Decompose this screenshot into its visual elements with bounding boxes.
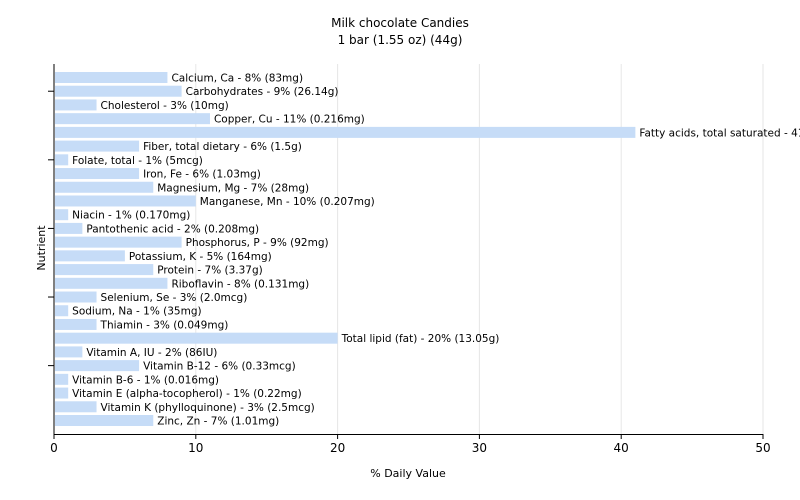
x-tick-label: 20 — [330, 441, 345, 455]
bar-label: Fiber, total dietary - 6% (1.5g) — [143, 141, 302, 153]
bar — [55, 264, 154, 276]
bar — [55, 72, 168, 83]
bar-label: Copper, Cu - 11% (0.216mg) — [214, 114, 365, 126]
bar-label: Selenium, Se - 3% (2.0mcg) — [101, 292, 248, 304]
bar — [55, 387, 69, 399]
bar-label: Iron, Fe - 6% (1.03mg) — [143, 169, 261, 181]
y-axis-label: Nutrient — [35, 225, 48, 271]
bar — [55, 291, 97, 303]
bar — [55, 318, 97, 330]
bar-label: Vitamin A, IU - 2% (86IU) — [86, 347, 217, 359]
bar — [55, 277, 168, 289]
bar-label: Potassium, K - 5% (164mg) — [129, 251, 272, 263]
bar-label: Vitamin B-6 - 1% (0.016mg) — [72, 374, 219, 386]
bar-label: Fatty acids, total saturated - 41% (8.14… — [639, 127, 800, 139]
chart-subtitle: 1 bar (1.55 oz) (44g) — [338, 33, 463, 47]
bar — [55, 305, 69, 317]
bar — [55, 415, 154, 426]
bar-label: Protein - 7% (3.37g) — [157, 265, 263, 277]
bar-label: Sodium, Na - 1% (35mg) — [72, 306, 201, 318]
x-tick-label: 30 — [472, 441, 487, 455]
bar — [55, 209, 69, 221]
bar — [55, 360, 140, 372]
bar — [55, 236, 182, 248]
x-tick-label: 0 — [50, 441, 58, 455]
bar-label: Pantothenic acid - 2% (0.208mg) — [86, 223, 259, 235]
bar — [55, 195, 196, 207]
bar-label: Manganese, Mn - 10% (0.207mg) — [200, 196, 375, 208]
x-tick-label: 10 — [188, 441, 203, 455]
bar — [55, 99, 97, 111]
bar — [55, 346, 83, 358]
bar — [55, 113, 210, 125]
bar-label: Vitamin E (alpha-tocopherol) - 1% (0.22m… — [72, 388, 302, 400]
bars-group: Calcium, Ca - 8% (83mg)Carbohydrates - 9… — [55, 72, 800, 428]
bar — [55, 126, 636, 138]
bar — [55, 332, 338, 344]
bar — [55, 181, 154, 193]
bar — [55, 250, 125, 262]
bar-label: Vitamin K (phylloquinone) - 3% (2.5mcg) — [101, 402, 315, 414]
grid-lines — [195, 64, 764, 434]
bar-label: Riboflavin - 8% (0.131mg) — [171, 278, 309, 290]
bar-label: Total lipid (fat) - 20% (13.05g) — [341, 333, 500, 345]
bar-label: Calcium, Ca - 8% (83mg) — [171, 73, 303, 85]
bar-label: Cholesterol - 3% (10mg) — [101, 100, 229, 112]
bar-label: Vitamin B-12 - 6% (0.33mcg) — [143, 361, 296, 373]
bar-label: Folate, total - 1% (5mcg) — [72, 155, 203, 167]
x-axis-label: % Daily Value — [370, 467, 446, 480]
bar — [55, 373, 69, 385]
bar-label: Phosphorus, P - 9% (92mg) — [186, 237, 329, 249]
bar — [55, 85, 182, 97]
bar — [55, 168, 140, 180]
x-tick-label: 40 — [614, 441, 629, 455]
x-tick-label: 50 — [755, 441, 770, 455]
bar — [55, 222, 83, 234]
bar — [55, 140, 140, 152]
axes-group: 0 10 20 30 40 50 — [48, 64, 771, 455]
bar-label: Zinc, Zn - 7% (1.01mg) — [157, 416, 279, 428]
bar-label: Niacin - 1% (0.170mg) — [72, 210, 190, 222]
bar — [55, 401, 97, 413]
bar-label: Magnesium, Mg - 7% (28mg) — [157, 182, 309, 194]
chart-title: Milk chocolate Candies — [331, 16, 469, 30]
bar-label: Thiamin - 3% (0.049mg) — [100, 319, 229, 331]
bar — [55, 154, 69, 166]
bar-label: Carbohydrates - 9% (26.14g) — [186, 86, 339, 98]
